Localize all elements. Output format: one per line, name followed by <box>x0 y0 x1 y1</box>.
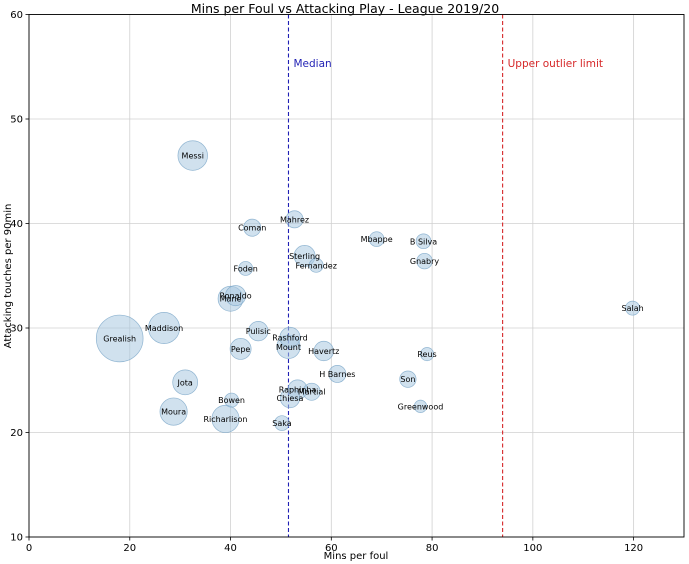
point-label: Jota <box>177 378 193 387</box>
bubble <box>416 252 433 270</box>
bubble <box>415 233 432 250</box>
y-tick-label: 50 <box>10 115 23 126</box>
bubble <box>368 231 385 247</box>
point-label: Raphinha <box>279 386 317 395</box>
bubble <box>420 347 435 362</box>
reference-lines: Median Upper outlier limit <box>287 14 603 537</box>
bubble <box>229 338 252 360</box>
bubble <box>625 300 640 316</box>
y-tick-label: 30 <box>10 324 23 335</box>
x-tick-label: 120 <box>624 543 643 554</box>
point-label: Fernandez <box>295 261 336 270</box>
point-label: Pepe <box>231 345 251 354</box>
x-tick-label: 60 <box>325 543 338 554</box>
bubble <box>279 387 301 409</box>
bubble <box>302 382 321 401</box>
point-label: Ronaldo <box>219 292 251 301</box>
point-label: Saka <box>272 419 291 428</box>
point-label: Salah <box>622 304 644 313</box>
y-tick-label: 40 <box>10 219 23 230</box>
point-label: Coman <box>238 224 266 233</box>
x-tick-label: 100 <box>523 543 542 554</box>
bubble <box>285 210 304 229</box>
bubble <box>308 257 324 273</box>
bubbles <box>95 140 640 433</box>
point-label: Mount <box>276 343 301 352</box>
bubble <box>274 415 290 431</box>
point-label: Gnabry <box>410 257 440 266</box>
x-axis-label: Mins per foul <box>324 551 389 562</box>
point-label: Reus <box>417 350 436 359</box>
bubble <box>399 370 417 388</box>
bubble <box>248 321 269 342</box>
point-label: H Barnes <box>319 370 355 379</box>
x-tick-label: 80 <box>426 543 439 554</box>
x-tick-label: 0 <box>26 543 32 554</box>
bubble <box>238 261 254 276</box>
y-tick-label: 20 <box>10 428 23 439</box>
point-label: Greenwood <box>398 402 444 411</box>
bubble <box>224 392 239 408</box>
point-label: Bowen <box>218 396 245 405</box>
point-label: Havertz <box>308 347 339 356</box>
bubble <box>293 245 316 267</box>
point-label: Pulisic <box>246 327 271 336</box>
point-label: Mane <box>220 295 242 304</box>
bubble <box>148 312 180 344</box>
point-label: Grealish <box>103 334 136 343</box>
tick-labels: 0 20 40 60 80 100 120 10 20 30 40 50 60 <box>10 10 643 554</box>
point-label: Moura <box>161 408 186 417</box>
x-tick-label: 20 <box>123 543 136 554</box>
point-label: Mbappe <box>361 235 393 244</box>
bubble <box>211 404 240 433</box>
bubble <box>159 397 188 426</box>
point-label: Martial <box>298 388 326 397</box>
gridlines <box>28 14 684 538</box>
bubble <box>225 285 247 307</box>
bubble <box>243 218 262 237</box>
point-label: Mahrez <box>280 215 309 224</box>
bubble <box>95 314 144 363</box>
reference-line-label: Upper outlier limit <box>508 58 603 70</box>
point-label: Foden <box>234 264 258 273</box>
point-label: Maddison <box>145 324 183 333</box>
point-label: Son <box>400 375 415 384</box>
bubble <box>413 399 428 413</box>
point-label: Messi <box>182 152 204 161</box>
reference-line-label: Median <box>293 58 331 70</box>
y-axis-label: Attacking touches per 90min <box>3 204 14 349</box>
y-tick-label: 60 <box>10 10 23 21</box>
bubble <box>177 140 208 171</box>
x-tick-label: 40 <box>224 543 237 554</box>
point-label: Richarlison <box>203 415 247 424</box>
bubble <box>328 365 347 383</box>
chart-title: Mins per Foul vs Attacking Play - League… <box>191 1 499 16</box>
bubble <box>172 369 199 396</box>
point-label: Chiesa <box>277 394 304 403</box>
bubble <box>313 340 334 362</box>
point-label: Rashford <box>272 333 307 342</box>
bubble <box>279 326 301 348</box>
point-labels: Grealish Maddison Messi Jota Moura Richarliso… <box>103 152 643 429</box>
point-label: B Silva <box>410 237 437 246</box>
point-label: Sterling <box>289 252 320 261</box>
plot-frame <box>28 14 685 538</box>
y-tick-label: 10 <box>10 533 23 544</box>
